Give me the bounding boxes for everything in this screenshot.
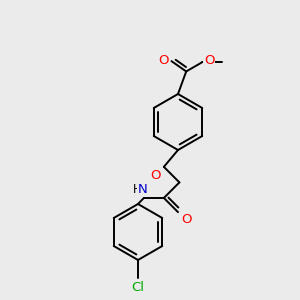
Text: Cl: Cl [131,281,145,294]
Text: O: O [158,54,169,67]
Text: O: O [181,213,191,226]
Text: H: H [133,183,142,196]
Text: O: O [150,169,161,182]
Text: N: N [138,183,148,196]
Text: O: O [204,54,214,67]
